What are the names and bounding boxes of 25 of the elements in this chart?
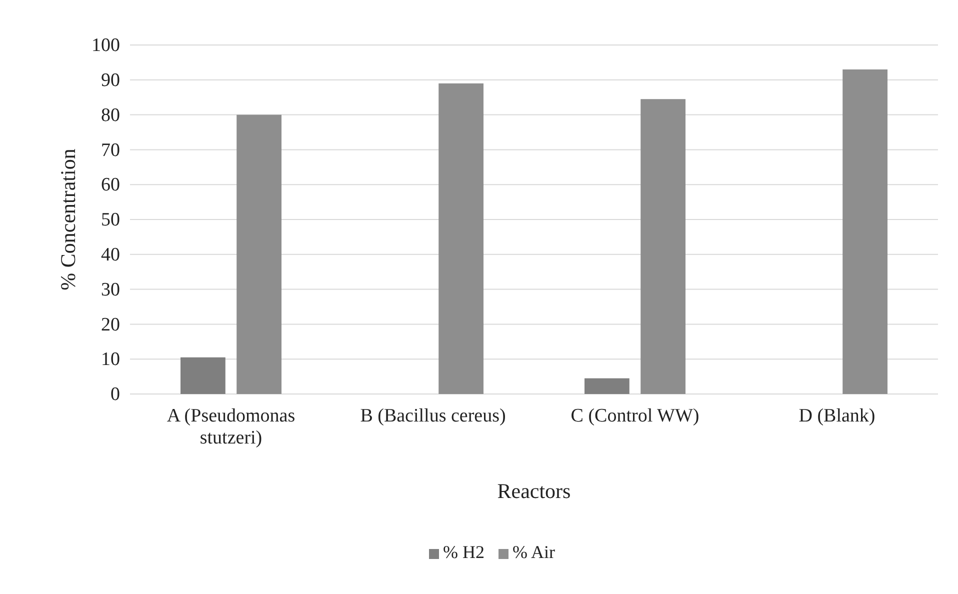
y-tick-label: 90 [101,70,120,91]
y-tick-label: 100 [92,35,120,56]
x-tick-label: A (Pseudomonas stutzeri) [166,405,296,448]
x-tick-label: D (Blank) [798,405,876,426]
bar [438,83,484,394]
y-tick-label: 30 [101,279,120,300]
y-tick-label: 10 [101,349,120,370]
y-tick-label: 0 [110,384,120,406]
x-tick-label: C (Control WW) [570,405,700,426]
y-tick-label: 50 [101,210,120,231]
legend-label: % H2 [443,542,484,562]
y-axis-title: % Concentration [56,148,80,290]
bar [584,378,630,394]
bar [842,69,888,394]
y-tick-label: 80 [101,104,120,126]
y-tick-label: 20 [101,314,120,336]
bar [640,99,686,394]
y-tick-label: 40 [101,244,120,266]
y-tick-label: 60 [101,174,120,196]
bar [236,114,282,394]
bar [180,357,226,394]
x-axis-title: Reactors [497,479,571,503]
x-tick-label: B (Bacillus cereus) [360,405,506,426]
legend-label: % Air [512,542,555,562]
y-tick-label: 70 [101,140,120,161]
